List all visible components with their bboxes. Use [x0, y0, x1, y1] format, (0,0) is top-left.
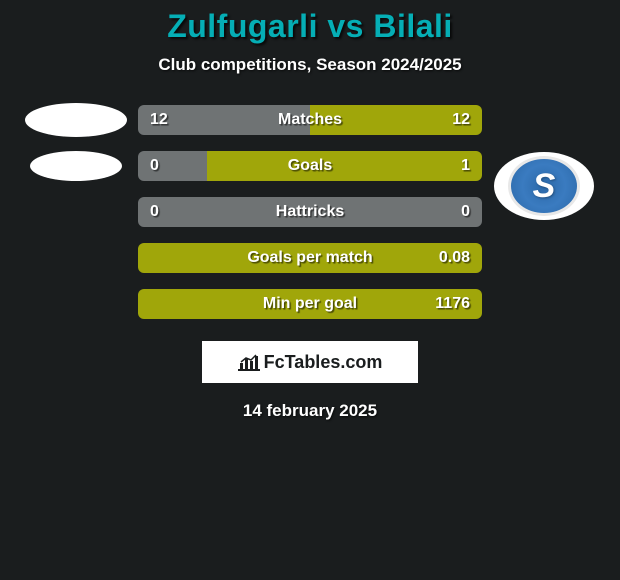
right-club-badge: S [490, 152, 598, 220]
stat-row: 12 Matches 12 [0, 103, 620, 137]
bar-content: 0 Goals 1 [138, 151, 482, 181]
bar-content: Goals per match 0.08 [138, 243, 482, 273]
stat-right-value: 0 [461, 203, 470, 221]
stat-right-value: 0.08 [439, 249, 470, 267]
footer-brand-text: FcTables.com [264, 352, 383, 373]
bar-content: 0 Hattricks 0 [138, 197, 482, 227]
left-club-badge-2 [22, 151, 130, 181]
stat-label: Goals per match [247, 249, 372, 267]
bar-content: 12 Matches 12 [138, 105, 482, 135]
comparison-card: Zulfugarli vs Bilali Club competitions, … [0, 0, 620, 421]
stat-bar-mpg: Min per goal 1176 [138, 289, 482, 319]
footer-brand-box[interactable]: FcTables.com [202, 341, 418, 383]
fctables-logo: FcTables.com [238, 352, 383, 373]
stat-left-value: 12 [150, 111, 168, 129]
stat-bar-gpm: Goals per match 0.08 [138, 243, 482, 273]
stat-bar-matches: 12 Matches 12 [138, 105, 482, 135]
chart-icon [238, 353, 260, 371]
badge-circle: S [494, 152, 594, 220]
stat-label: Goals [288, 157, 332, 175]
stat-label: Min per goal [263, 295, 357, 313]
stat-left-value: 0 [150, 157, 159, 175]
stat-row: 0 Goals 1 S [0, 149, 620, 183]
left-club-badge-1 [22, 103, 130, 137]
stat-right-value: 1176 [435, 295, 470, 313]
badge-ellipse [25, 103, 127, 137]
bar-content: Min per goal 1176 [138, 289, 482, 319]
stat-bar-hattricks: 0 Hattricks 0 [138, 197, 482, 227]
stat-row: Goals per match 0.08 [0, 241, 620, 275]
stat-label: Hattricks [276, 203, 344, 221]
stat-bar-goals: 0 Goals 1 [138, 151, 482, 181]
stat-right-value: 1 [461, 157, 470, 175]
date-text: 14 february 2025 [0, 401, 620, 421]
badge-letter: S [508, 156, 580, 216]
stat-row: Min per goal 1176 [0, 287, 620, 321]
stat-right-value: 12 [452, 111, 470, 129]
stat-label: Matches [278, 111, 342, 129]
subtitle: Club competitions, Season 2024/2025 [0, 55, 620, 75]
badge-ellipse [30, 151, 122, 181]
page-title: Zulfugarli vs Bilali [0, 8, 620, 45]
stat-left-value: 0 [150, 203, 159, 221]
